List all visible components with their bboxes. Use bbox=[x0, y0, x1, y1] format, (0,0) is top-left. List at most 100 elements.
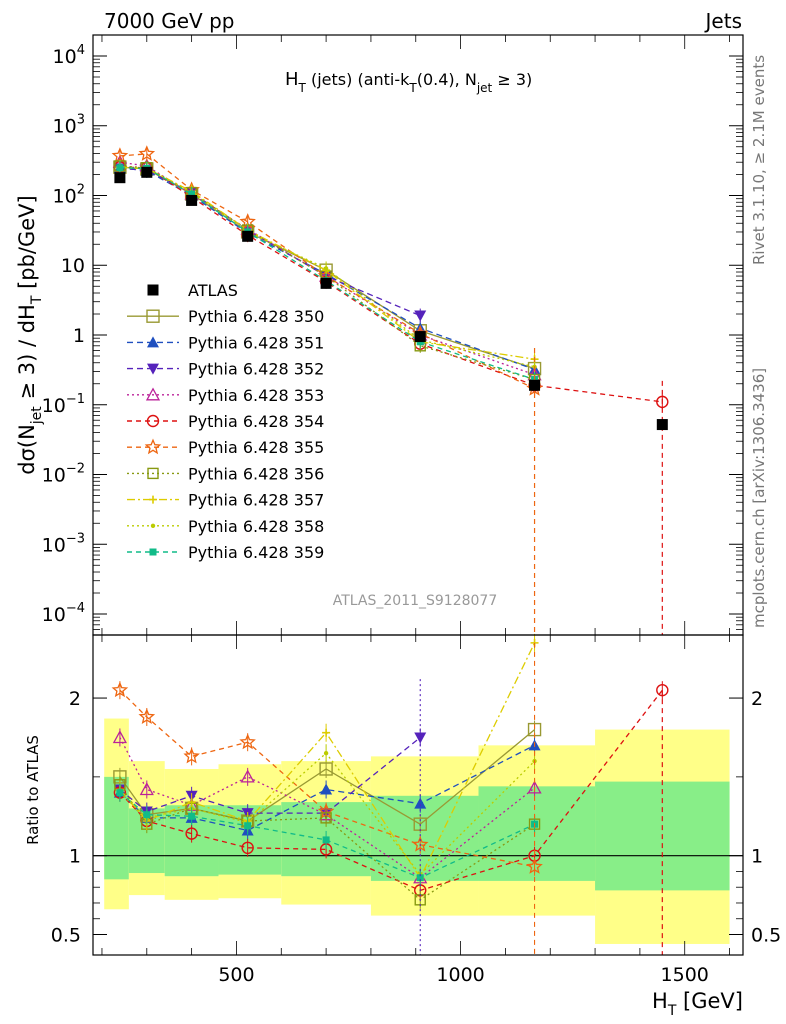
tick-base: 10 bbox=[61, 255, 85, 277]
ratio-point bbox=[112, 730, 127, 744]
ratio-point bbox=[138, 708, 156, 724]
legend-entry-354: Pythia 6.428 354 bbox=[127, 412, 324, 431]
ratio-point bbox=[244, 822, 252, 830]
legend-label: Pythia 6.428 355 bbox=[188, 438, 324, 457]
ratio-frame bbox=[92, 634, 744, 956]
atlas-data-point bbox=[320, 277, 332, 289]
tick-base: 10 bbox=[42, 395, 66, 417]
ratio-point bbox=[656, 683, 669, 697]
tick-exponent: 4 bbox=[77, 43, 85, 58]
ratio-axis-ticks: 0.5 0.5 1 1 2 2 500 1000 1500 bbox=[51, 635, 781, 986]
legend-marker bbox=[147, 336, 159, 348]
legend-entry-355: Pythia 6.428 355 bbox=[127, 438, 324, 457]
ratio-point bbox=[240, 769, 255, 783]
analysis-id-label: ATLAS_2011_S9128077 bbox=[333, 593, 498, 609]
legend-entry-359: Pythia 6.428 359 bbox=[127, 543, 324, 562]
tick-base: 1 bbox=[73, 325, 85, 347]
header-right-label: Jets bbox=[704, 9, 742, 33]
legend-label: Pythia 6.428 357 bbox=[188, 491, 324, 510]
legend-label: Pythia 6.428 351 bbox=[188, 333, 324, 352]
atlas-data-point bbox=[656, 419, 668, 431]
mcplots-label: mcplots.cern.ch [arXiv:1306.3436] bbox=[750, 368, 768, 628]
legend-marker bbox=[149, 548, 157, 556]
ratio-point bbox=[527, 780, 542, 794]
stat-uncertainty-band bbox=[478, 786, 596, 881]
data-point bbox=[138, 145, 156, 161]
ratio-point bbox=[183, 747, 200, 764]
legend-label: Pythia 6.428 350 bbox=[188, 307, 324, 326]
legend-label: Pythia 6.428 358 bbox=[188, 517, 324, 536]
y-label-fragment: ≥ 3) / dH bbox=[15, 304, 39, 406]
series-atlas-data bbox=[114, 166, 668, 431]
tick-exponent: 3 bbox=[77, 113, 85, 128]
main-y-tick-label: 104 bbox=[53, 43, 85, 68]
ratio-y-tick-label-right: 0.5 bbox=[751, 925, 781, 947]
title-fragment: (jets) (anti-k bbox=[306, 70, 410, 89]
series-line bbox=[119, 166, 663, 403]
legend-entry-351: Pythia 6.428 351 bbox=[127, 333, 324, 352]
atlas-data-point bbox=[529, 379, 541, 391]
x-tick-label: 1500 bbox=[661, 964, 709, 986]
ratio-y-tick-label-left: 2 bbox=[69, 688, 81, 710]
data-point bbox=[116, 164, 124, 172]
tick-base: 10 bbox=[42, 534, 66, 556]
main-y-tick-label: 1 bbox=[73, 325, 85, 347]
legend-label: Pythia 6.428 359 bbox=[188, 543, 324, 562]
x-axis-text: HT [GeV] bbox=[652, 989, 743, 1019]
ratio-point bbox=[320, 783, 333, 795]
x-axis-label: HT [GeV] bbox=[652, 989, 743, 1019]
y-label-fragment: T bbox=[29, 295, 45, 305]
ratio-point bbox=[139, 782, 154, 796]
ratio-point bbox=[241, 841, 254, 855]
legend-label: Pythia 6.428 354 bbox=[188, 412, 324, 431]
legend-marker bbox=[147, 363, 159, 375]
ratio-y-tick-label-right: 2 bbox=[751, 688, 763, 710]
legend-label: Pythia 6.428 352 bbox=[188, 360, 324, 379]
x-tick-label: 500 bbox=[218, 964, 254, 986]
series-357 bbox=[115, 160, 539, 367]
ratio-y-axis-label: Ratio to ATLAS bbox=[24, 735, 42, 845]
tick-base: 10 bbox=[42, 465, 66, 487]
tick-base: 10 bbox=[53, 185, 77, 207]
title-fragment: T bbox=[408, 81, 417, 95]
atlas-data-point bbox=[186, 194, 198, 206]
ratio-y-tick-label-left: 0.5 bbox=[51, 925, 81, 947]
ratio-point bbox=[185, 827, 198, 840]
y-label-fragment: [pb/GeV] bbox=[15, 195, 39, 295]
ratio-point bbox=[414, 797, 427, 809]
ratio-point bbox=[416, 874, 424, 882]
ratio-point bbox=[239, 733, 256, 750]
atlas-data-point bbox=[141, 166, 153, 178]
tick-base: 10 bbox=[53, 116, 77, 138]
legend-entry-350: Pythia 6.428 350 bbox=[127, 307, 324, 326]
data-point bbox=[414, 310, 427, 322]
tick-exponent: 2 bbox=[77, 182, 85, 197]
tick-exponent: −4 bbox=[66, 601, 85, 616]
ratio-panel: 0.5 0.5 1 1 2 2 500 1000 1500 bbox=[51, 633, 781, 986]
x-label-fragment: H bbox=[652, 989, 668, 1013]
atlas-data-point bbox=[414, 331, 426, 343]
ratio-point bbox=[412, 836, 429, 852]
series-line bbox=[119, 166, 535, 360]
legend-entry-353: Pythia 6.428 353 bbox=[127, 386, 324, 405]
ratio-point bbox=[319, 762, 333, 776]
ratio-point bbox=[322, 836, 330, 844]
ratio-point bbox=[323, 751, 329, 756]
tick-exponent: −1 bbox=[66, 392, 85, 407]
atlas-data-point bbox=[114, 172, 126, 184]
main-y-tick-label: 10−2 bbox=[42, 462, 85, 487]
legend-entry-atlas: ATLAS bbox=[147, 281, 238, 300]
ratio-point bbox=[322, 728, 331, 737]
legend-entry-358: Pythia 6.428 358 bbox=[127, 517, 324, 536]
title-fragment: jet bbox=[476, 81, 493, 95]
ratio-series-line bbox=[119, 689, 663, 892]
tick-exponent: −2 bbox=[66, 462, 85, 477]
legend-marker bbox=[144, 438, 162, 455]
legend-marker bbox=[147, 467, 159, 480]
legend-label: Pythia 6.428 356 bbox=[188, 464, 324, 483]
legend-entry-356: Pythia 6.428 356 bbox=[127, 464, 324, 483]
y-label-fragment: jet bbox=[29, 406, 45, 426]
rivet-version-label: Rivet 3.1.10, ≥ 2.1M events bbox=[750, 55, 768, 265]
